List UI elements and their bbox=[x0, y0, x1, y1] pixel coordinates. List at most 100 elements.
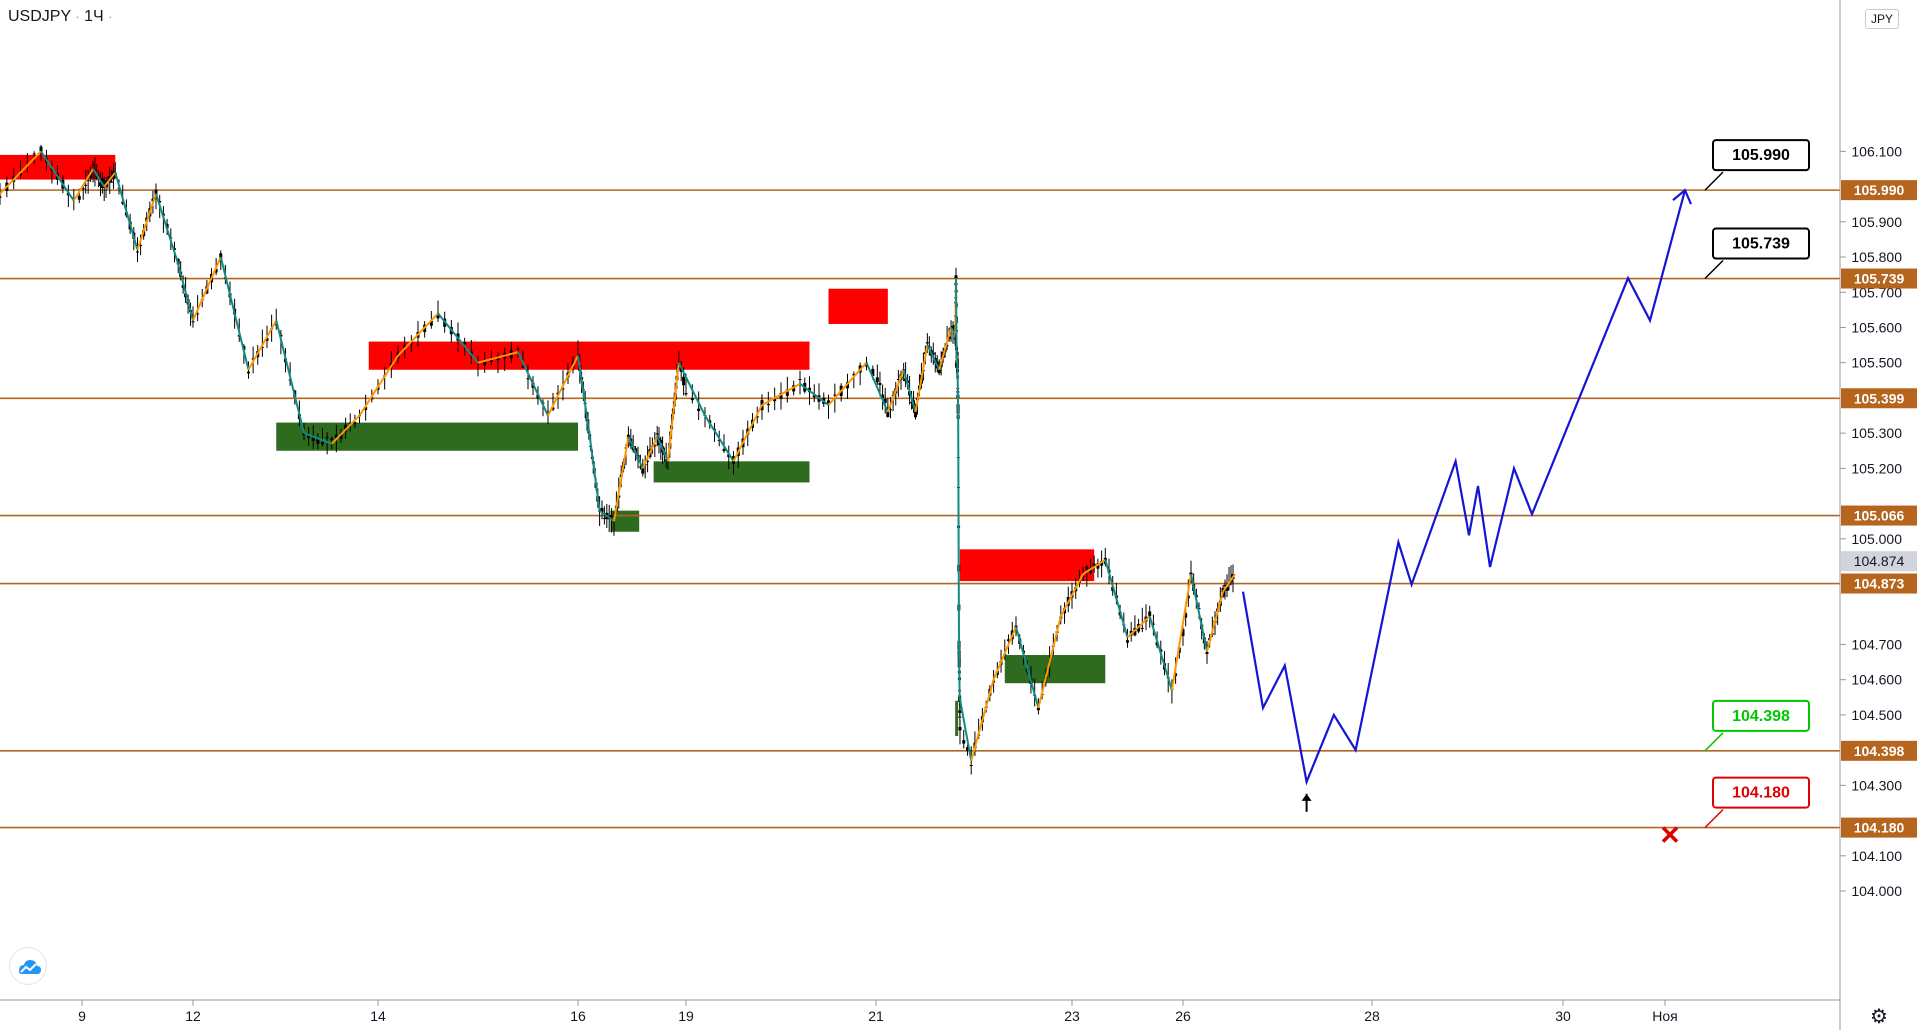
candle-body bbox=[641, 467, 645, 474]
candle-body bbox=[325, 437, 329, 439]
candle-body bbox=[927, 346, 931, 348]
candle-body bbox=[316, 438, 320, 444]
candle-body bbox=[798, 379, 802, 381]
candle-body bbox=[95, 176, 99, 178]
support-zone bbox=[955, 700, 959, 737]
candle-body bbox=[925, 342, 929, 344]
x-tick-label: 16 bbox=[570, 1008, 586, 1024]
gear-icon[interactable]: ⚙ bbox=[1870, 1006, 1888, 1028]
candle-body bbox=[409, 342, 413, 345]
support-zone bbox=[653, 461, 810, 483]
candle-body bbox=[97, 175, 101, 177]
candle-body bbox=[265, 338, 269, 341]
callout-label: 105.739 bbox=[1732, 236, 1790, 253]
y-axis[interactable]: 106.100105.900105.800105.700105.600105.5… bbox=[1840, 143, 1917, 899]
level-badge bbox=[1841, 740, 1917, 761]
candle-body bbox=[84, 184, 88, 186]
candle-body bbox=[937, 366, 941, 374]
candle-body bbox=[370, 397, 374, 400]
swing-down-segment bbox=[155, 193, 180, 265]
candle-body bbox=[339, 433, 343, 439]
level-badge-label: 104.873 bbox=[1854, 576, 1905, 592]
candle-body bbox=[697, 408, 701, 411]
candle-body bbox=[91, 164, 95, 166]
swing-down-segment bbox=[40, 150, 75, 202]
callout-box bbox=[1712, 227, 1810, 260]
tradingview-logo-icon[interactable] bbox=[10, 948, 46, 984]
symbol-header[interactable]: USDJPY · 1Ч · bbox=[8, 8, 112, 26]
currency-badge[interactable]: JPY bbox=[1865, 9, 1899, 29]
swing-down-segment bbox=[902, 369, 917, 413]
swing-down-segment bbox=[177, 263, 194, 321]
candle-body bbox=[521, 366, 525, 368]
candle-body bbox=[526, 378, 530, 380]
y-tick-label: 104.500 bbox=[1851, 707, 1902, 723]
interval-label: 1Ч bbox=[84, 8, 104, 25]
level-badge bbox=[1841, 268, 1917, 289]
resistance-zone bbox=[368, 341, 810, 370]
swing-up-segment bbox=[477, 351, 519, 364]
swing-down-segment bbox=[303, 432, 333, 445]
candle-body bbox=[1223, 584, 1227, 587]
swing-up-segment bbox=[1037, 616, 1062, 709]
callout-box bbox=[1712, 699, 1810, 732]
y-tick-label: 104.000 bbox=[1851, 883, 1902, 899]
swing-up-segment bbox=[72, 168, 94, 202]
y-tick-label: 105.500 bbox=[1851, 355, 1902, 371]
support-zone bbox=[276, 422, 578, 451]
swing-down-segment bbox=[799, 383, 830, 406]
candle-body bbox=[139, 245, 143, 247]
swing-down-segment bbox=[1104, 559, 1129, 638]
swing-down-segment bbox=[587, 429, 601, 511]
candle-body bbox=[664, 459, 668, 461]
candle-body bbox=[1174, 673, 1178, 677]
candle-body bbox=[99, 182, 102, 186]
callout-pointer bbox=[1704, 171, 1724, 191]
candle-body bbox=[330, 438, 334, 441]
candle-body bbox=[196, 313, 200, 315]
level-badge bbox=[1841, 180, 1917, 201]
level-badge-label: 105.399 bbox=[1854, 390, 1905, 406]
candle-body bbox=[154, 189, 158, 195]
candle-body bbox=[489, 358, 493, 362]
levels-layer bbox=[0, 189, 1840, 829]
candle-body bbox=[886, 407, 890, 417]
swing-up-segment bbox=[103, 171, 117, 188]
candle-body bbox=[717, 439, 721, 441]
level-badge bbox=[1841, 573, 1917, 594]
candle-body bbox=[931, 352, 935, 355]
candle-body bbox=[827, 400, 830, 405]
swing-up-segment bbox=[914, 344, 929, 413]
swing-up-segment bbox=[970, 679, 995, 761]
swing-up-segment bbox=[938, 327, 953, 371]
current-price-label: 104.874 bbox=[1854, 553, 1905, 569]
entry-arrow-head bbox=[1301, 793, 1312, 801]
candle-body bbox=[1184, 613, 1188, 618]
swing-down-segment bbox=[577, 355, 590, 430]
candle-body bbox=[962, 740, 966, 744]
swing-up-segment bbox=[547, 355, 579, 416]
candle-body bbox=[136, 251, 139, 253]
candle-body bbox=[546, 411, 550, 414]
candle-body bbox=[914, 410, 917, 418]
candle-body bbox=[638, 466, 642, 468]
level-badge-label: 104.398 bbox=[1854, 743, 1905, 759]
resistance-zone bbox=[959, 549, 1095, 582]
swing-down-segment bbox=[957, 415, 960, 645]
candle-body bbox=[1096, 563, 1100, 569]
resistance-zone bbox=[828, 288, 888, 324]
y-tick-label: 105.000 bbox=[1851, 531, 1902, 547]
y-tick-label: 104.300 bbox=[1851, 777, 1902, 793]
candle-body bbox=[684, 393, 688, 395]
candle-body bbox=[1007, 639, 1011, 642]
swing-down-segment bbox=[677, 362, 706, 416]
x-axis[interactable]: 9 12 14 16 19 21 23 26 28 30 Ноя bbox=[78, 1000, 1678, 1024]
candle-body bbox=[1205, 651, 1209, 655]
candle-body bbox=[110, 181, 114, 183]
candle-body bbox=[958, 716, 962, 718]
candle-body bbox=[812, 395, 816, 398]
level-badge-label: 105.739 bbox=[1854, 271, 1905, 287]
y-tick-label: 104.100 bbox=[1851, 848, 1902, 864]
candle-body bbox=[121, 201, 125, 204]
